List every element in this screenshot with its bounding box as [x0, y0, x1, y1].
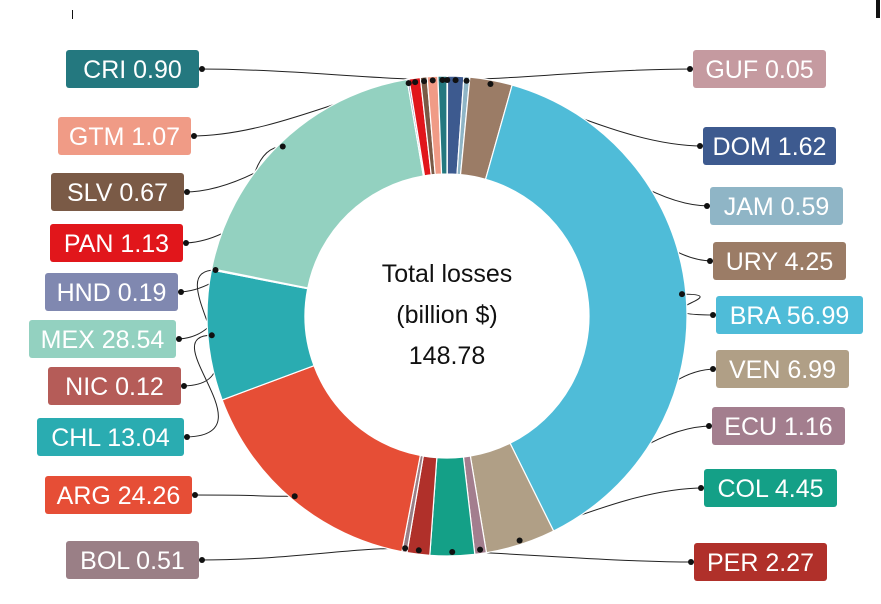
leader-dot-label-ecu [706, 423, 712, 429]
leader-dot-label-pan [183, 240, 189, 246]
leader-dot-label-nic [181, 383, 187, 389]
leader-dot-slice-per [415, 547, 422, 554]
label-box-cri [66, 50, 199, 88]
leader-dot-label-cri [199, 66, 205, 72]
leader-line-arg [191, 494, 295, 497]
label-text-slv: SLV 0.67 [67, 179, 168, 207]
label-text-nic: NIC 0.12 [65, 373, 164, 401]
label-box-ury [713, 242, 846, 280]
label-text-bol: BOL 0.51 [80, 547, 185, 575]
leader-dot-slice-col [449, 548, 456, 555]
leader-dot-slice-nic [212, 267, 219, 274]
label-box-gtm [58, 117, 191, 155]
leader-dot-slice-gtm [429, 77, 436, 84]
leader-line-cri [198, 68, 443, 81]
leader-dot-slice-mex [279, 143, 286, 150]
slice-arg [221, 364, 422, 553]
leader-dot-label-ven [710, 366, 716, 372]
leader-dot-label-col [698, 485, 704, 491]
leader-dot-label-guf [687, 66, 693, 72]
leader-dot-label-bol [199, 557, 205, 563]
label-text-gtm: GTM 1.07 [69, 123, 180, 151]
leader-dot-slice-dom [452, 77, 459, 84]
corner-tick-left [72, 10, 73, 19]
leader-dot-slice-chl [208, 332, 215, 339]
leader-dot-slice-hnd [405, 80, 412, 87]
leader-dot-slice-bol [402, 545, 409, 552]
center-label-total: 148.78 [409, 342, 485, 370]
label-box-bra [716, 296, 863, 334]
label-text-mex: MEX 28.54 [41, 326, 165, 354]
label-text-jam: JAM 0.59 [724, 193, 830, 221]
label-text-pan: PAN 1.13 [64, 230, 169, 258]
leader-dot-slice-ven [516, 537, 523, 544]
slice-labels: GUF 0.05 DOM 1.62 JAM 0.59 URY 4.25 BRA 56.9… [29, 50, 863, 581]
leader-line-bra [679, 293, 717, 316]
leader-dot-label-hnd [178, 289, 184, 295]
donut-ring [206, 75, 688, 557]
leader-line-bol [198, 547, 406, 561]
label-box-guf [693, 50, 826, 88]
label-box-nic [48, 367, 181, 405]
label-box-per [694, 543, 827, 581]
leader-dot-slice-pan [412, 79, 419, 86]
leader-dot-slice-cri [439, 77, 446, 84]
leader-dot-label-dom [697, 143, 703, 149]
leader-dot-slice-ecu [477, 546, 484, 553]
leader-dot-label-per [688, 559, 694, 565]
slice-bra [484, 84, 688, 532]
leader-dot-label-jam [704, 203, 710, 209]
label-text-per: PER 2.27 [707, 549, 814, 577]
leader-line-chl [183, 334, 219, 438]
label-box-mex [29, 320, 176, 358]
leader-dot-label-arg [192, 492, 198, 498]
label-text-ven: VEN 6.99 [729, 356, 836, 384]
corner-tick-right [876, 0, 880, 18]
label-text-guf: GUF 0.05 [705, 56, 813, 84]
leader-dot-label-gtm [191, 133, 197, 139]
label-text-chl: CHL 13.04 [51, 424, 170, 452]
label-text-bra: BRA 56.99 [730, 302, 850, 330]
leader-dot-label-slv [184, 189, 190, 195]
label-box-ven [716, 350, 849, 388]
center-label-line1: Total losses [382, 260, 513, 288]
label-box-col [704, 469, 837, 507]
label-box-bol [66, 541, 199, 579]
leader-dot-label-ury [707, 258, 713, 264]
label-text-col: COL 4.45 [717, 475, 823, 503]
leader-dot-slice-guf [444, 77, 451, 84]
label-box-jam [710, 187, 843, 225]
label-text-arg: ARG 24.26 [57, 482, 181, 510]
label-box-ecu [712, 407, 845, 445]
label-text-hnd: HND 0.19 [57, 279, 167, 307]
slice-cri [437, 75, 448, 175]
leader-dot-label-mex [176, 336, 182, 342]
label-text-ecu: ECU 1.16 [724, 413, 832, 441]
center-label: Total losses (billion $) 148.78 [382, 260, 513, 370]
leader-dot-slice-jam [463, 77, 470, 84]
leader-dot-label-chl [184, 434, 190, 440]
leader-dot-label-bra [710, 312, 716, 318]
label-text-ury: URY 4.25 [726, 248, 833, 276]
leader-dot-slice-arg [291, 493, 298, 500]
label-box-pan [50, 224, 183, 262]
label-text-cri: CRI 0.90 [83, 56, 182, 84]
label-box-hnd [45, 273, 178, 311]
center-label-line2: (billion $) [396, 301, 497, 329]
leader-dot-slice-ury [487, 81, 494, 88]
label-text-dom: DOM 1.62 [713, 133, 827, 161]
label-box-slv [51, 173, 184, 211]
label-box-dom [703, 127, 836, 165]
slice-mex [211, 78, 425, 289]
leader-dot-slice-slv [421, 78, 428, 85]
label-box-chl [37, 418, 184, 456]
leader-dot-slice-bra [678, 291, 685, 298]
label-box-arg [45, 476, 192, 514]
